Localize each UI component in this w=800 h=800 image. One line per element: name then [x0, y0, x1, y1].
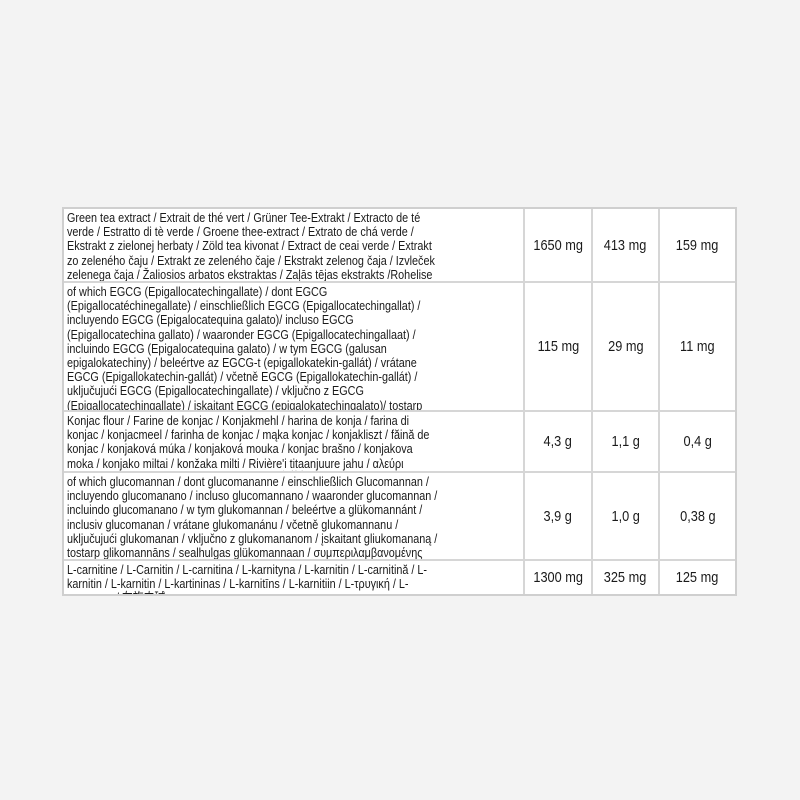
- value-3: 125 mg: [676, 569, 719, 586]
- ingredient-cell: of which glucomannan / dont glucomananne…: [64, 473, 523, 559]
- table-row: L-carnitine / L-Carnitin / L-carnitina /…: [64, 559, 735, 594]
- value-cell: 115 mg: [523, 283, 591, 410]
- value-cell: 413 mg: [591, 209, 658, 281]
- value-cell: 325 mg: [591, 561, 658, 594]
- value-3: 0,4 g: [683, 433, 712, 450]
- value-cell: 1650 mg: [523, 209, 591, 281]
- value-1: 115 mg: [537, 338, 579, 355]
- table-row: Green tea extract / Extrait de thé vert …: [64, 209, 735, 281]
- value-cell: 29 mg: [591, 283, 658, 410]
- ingredient-cell: Green tea extract / Extrait de thé vert …: [64, 209, 523, 281]
- value-1: 1650 mg: [533, 236, 583, 254]
- value-2: 29 mg: [607, 338, 644, 355]
- ingredient-label: Konjac flour / Farine de konjac / Konjak…: [67, 413, 430, 471]
- value-cell: 1,0 g: [591, 473, 658, 559]
- ingredient-cell: Konjac flour / Farine de konjac / Konjak…: [64, 412, 523, 471]
- value-1: 1300 mg: [533, 569, 583, 586]
- value-2: 1,0 g: [611, 507, 640, 525]
- value-2: 1,1 g: [611, 433, 640, 450]
- table-row: of which EGCG (Epigallocatechingallate) …: [64, 281, 735, 410]
- table-row: Konjac flour / Farine de konjac / Konjak…: [64, 410, 735, 471]
- ingredient-label: Green tea extract / Extrait de thé vert …: [67, 210, 435, 281]
- ingredient-label: L-carnitine / L-Carnitin / L-carnitina /…: [67, 562, 428, 594]
- ingredient-cell: L-carnitine / L-Carnitin / L-carnitina /…: [64, 561, 523, 594]
- value-cell: 1300 mg: [523, 561, 591, 594]
- nutrition-table: Green tea extract / Extrait de thé vert …: [62, 207, 737, 596]
- value-2: 325 mg: [604, 569, 647, 586]
- value-cell: 125 mg: [658, 561, 735, 594]
- value-cell: 0,38 g: [658, 473, 735, 559]
- value-3: 0,38 g: [679, 507, 716, 525]
- value-3: 159 mg: [676, 236, 719, 254]
- value-2: 413 mg: [604, 236, 647, 254]
- value-3: 11 mg: [680, 338, 715, 355]
- value-cell: 1,1 g: [591, 412, 658, 471]
- ingredient-label: of which glucomannan / dont glucomananne…: [67, 474, 438, 559]
- table-row: of which glucomannan / dont glucomananne…: [64, 471, 735, 559]
- value-cell: 3,9 g: [523, 473, 591, 559]
- value-1: 3,9 g: [543, 507, 573, 525]
- value-cell: 4,3 g: [523, 412, 591, 471]
- value-cell: 0,4 g: [658, 412, 735, 471]
- ingredient-cell: of which EGCG (Epigallocatechingallate) …: [64, 283, 523, 410]
- value-1: 4,3 g: [543, 433, 573, 450]
- value-cell: 11 mg: [658, 283, 735, 410]
- value-cell: 159 mg: [658, 209, 735, 281]
- ingredient-label: of which EGCG (Epigallocatechingallate) …: [67, 284, 423, 410]
